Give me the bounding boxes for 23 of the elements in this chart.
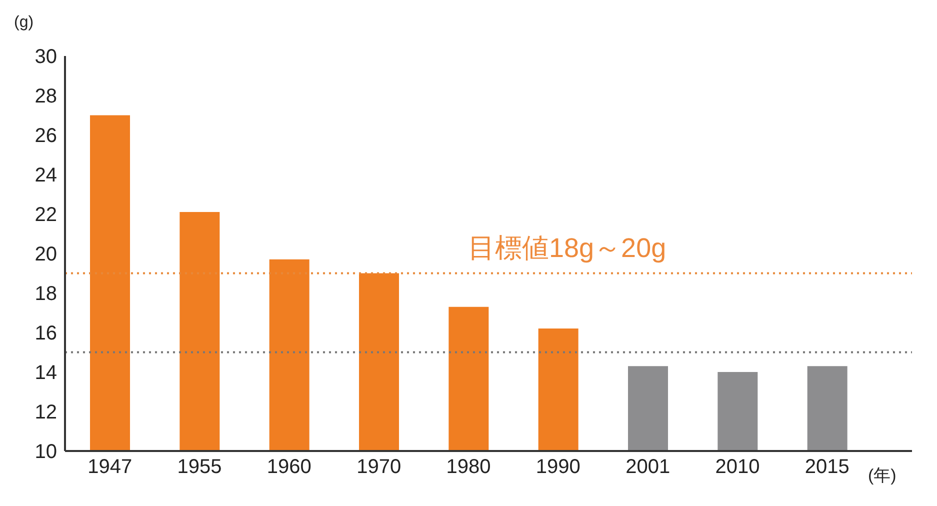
- x-axis-title: (年): [868, 465, 896, 487]
- x-tick-label: 1955: [177, 456, 222, 478]
- y-axis-title: (g): [14, 14, 34, 32]
- x-tick-label: 2001: [626, 456, 670, 478]
- y-tick-label: 30: [34, 46, 57, 68]
- x-tick-label: 1970: [356, 456, 402, 478]
- x-tick-label: 1980: [446, 456, 491, 478]
- x-tick-label: 1947: [88, 456, 132, 478]
- x-tick-label: 2010: [715, 456, 760, 478]
- y-tick-label: 26: [34, 125, 57, 148]
- x-tick-label: 2015: [804, 456, 850, 478]
- y-tick-label: 24: [34, 164, 57, 187]
- y-tick-label: 16: [34, 322, 57, 345]
- y-tick-label: 22: [34, 204, 57, 226]
- x-tick-label: 1960: [266, 456, 312, 478]
- annotation: 目標値18g～20g: [468, 232, 666, 265]
- y-tick-label: 28: [34, 86, 57, 108]
- y-tick-label: 12: [34, 402, 57, 424]
- y-tick-label: 18: [34, 283, 57, 306]
- y-tick-label: 14: [34, 362, 57, 384]
- x-tick-label: 1990: [536, 456, 580, 478]
- y-tick-label: 10: [34, 441, 57, 464]
- y-tick-label: 20: [34, 244, 57, 266]
